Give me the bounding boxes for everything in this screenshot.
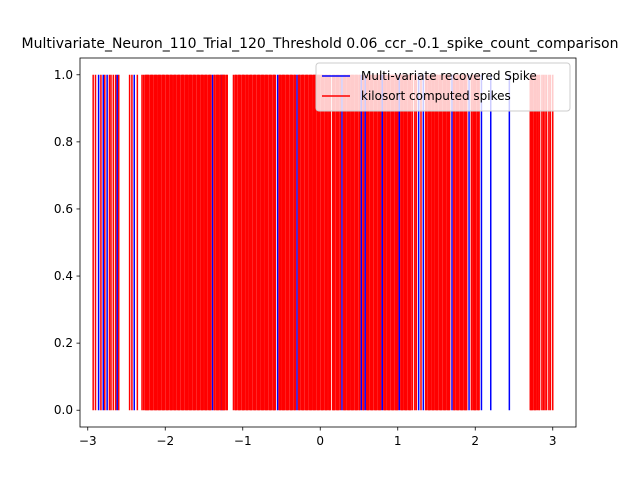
y-tick-label: 0.0 [54,403,73,417]
axis-ticks: −3 −2 −1 0 1 2 3 0.0 0.2 0.4 0.6 0.8 1.0 [54,68,557,448]
legend: Multi-variate recovered Spike kilosort co… [315,62,571,112]
y-tick-label: 1.0 [54,68,73,82]
series-1 [92,74,554,411]
y-tick-label: 0.6 [54,202,73,216]
x-tick-label: 1 [394,434,402,448]
y-tick-label: 0.4 [54,269,73,283]
x-tick-label: −1 [234,434,252,448]
x-tick-label: −2 [156,434,174,448]
y-tick-label: 0.8 [54,135,73,149]
x-tick-label: 2 [471,434,479,448]
axes-spines [79,57,577,428]
legend-box [315,62,571,112]
chart-title: Multivariate_Neuron_110_Trial_120_Thresh… [22,36,619,52]
x-tick-label: 3 [549,434,557,448]
legend-label: Multi-variate recovered Spike [361,69,537,83]
y-tick-label: 0.2 [54,336,73,350]
x-tick-label: −3 [79,434,97,448]
series-0 [97,74,511,411]
legend-label: kilosort computed spikes [361,89,511,103]
plot-area [92,74,554,411]
axes-frame [79,57,577,428]
x-tick-label: 0 [316,434,324,448]
